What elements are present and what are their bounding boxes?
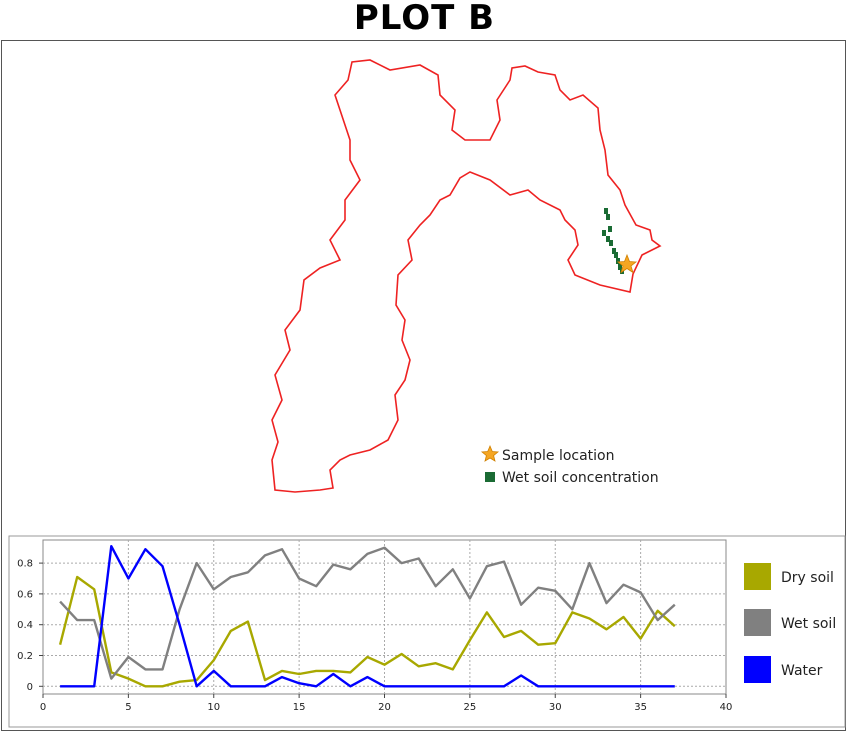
legend-label-dry-soil: Dry soil <box>781 570 834 586</box>
wet-soil-patch <box>616 258 620 264</box>
x-tick-label: 10 <box>207 702 220 713</box>
legend-label-water: Water <box>781 663 823 679</box>
y-tick-label: 0.6 <box>17 589 33 600</box>
wet-soil-patch <box>618 264 622 270</box>
legend-sample-location: Sample location <box>502 448 615 464</box>
page-title: PLOT B <box>353 0 496 38</box>
star-icon <box>480 444 500 462</box>
figure-frame <box>1 40 846 731</box>
x-tick-label: 25 <box>464 702 477 713</box>
series-lines <box>58 545 676 688</box>
legend-label-wet-soil: Wet soil <box>781 616 836 632</box>
legend-wet-soil-concentration: Wet soil concentration <box>502 470 659 486</box>
x-tick-label: 35 <box>634 702 647 713</box>
y-tick-label: 0.4 <box>17 620 33 631</box>
x-tick-label: 5 <box>125 702 131 713</box>
x-tick-label: 15 <box>293 702 306 713</box>
chart-legend: Dry soil Wet soil Water <box>744 563 836 683</box>
wet-soil-patch <box>614 252 618 258</box>
wet-soil-patch <box>604 208 608 214</box>
legend-swatch-dry-soil <box>744 563 771 590</box>
x-tick-label: 30 <box>549 702 562 713</box>
sample-location-marker <box>616 253 638 274</box>
y-tick-label: 0 <box>27 682 33 693</box>
y-tick-label: 0.8 <box>17 559 33 570</box>
axes: 0 5 10 15 20 25 30 35 40 0 0.2 0.4 0.6 0.8 <box>17 559 732 713</box>
wet-soil-patch <box>609 240 613 246</box>
region-outline <box>271 59 662 493</box>
wet-soil-patch <box>602 230 606 236</box>
series-line-water <box>60 545 675 688</box>
map-legend: Sample location Wet soil concentration <box>480 444 659 486</box>
wet-soil-patch <box>606 236 610 242</box>
series-line-dry-soil <box>58 575 676 688</box>
x-tick-label: 0 <box>40 702 46 713</box>
chart-border <box>8 535 846 728</box>
wet-soil-patch <box>608 226 612 232</box>
x-tick-label: 20 <box>378 702 391 713</box>
sample-star-icon <box>616 253 638 274</box>
legend-swatch-water <box>744 656 771 683</box>
square-icon <box>485 472 495 482</box>
wet-soil-patch <box>612 248 616 254</box>
legend-swatch-wet-soil <box>744 609 771 636</box>
wet-soil-patch <box>606 214 610 220</box>
x-tick-label: 40 <box>720 702 733 713</box>
series-line-wet-soil <box>59 546 676 680</box>
y-tick-label: 0.2 <box>17 651 33 662</box>
